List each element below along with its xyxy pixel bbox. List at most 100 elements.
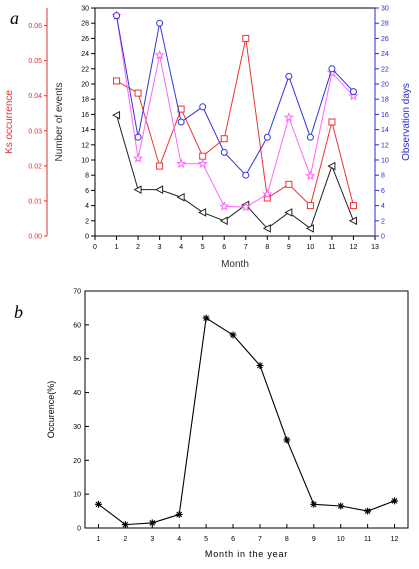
x-axis-title-b: Month in the year (205, 549, 288, 559)
events-tick-label: 0 (85, 234, 89, 241)
data-point-triangle-left (111, 110, 121, 120)
data-point-occurrence (391, 497, 399, 505)
obs-tick-label: 30 (381, 6, 389, 13)
events-tick-label: 14 (81, 127, 89, 134)
series-line-star (116, 15, 354, 208)
obs-tick-label: 2 (381, 218, 385, 225)
events-tick-label: 28 (81, 21, 89, 28)
plot-area-b (84, 290, 409, 529)
events-tick-label: 24 (81, 51, 89, 58)
obs-tick-label: 18 (381, 97, 389, 104)
x-tick-label-b: 8 (285, 536, 289, 543)
y-tick-label-b: 40 (73, 390, 81, 397)
data-point-triangle-left (327, 161, 336, 171)
data-point-square (328, 118, 336, 126)
data-point-star (176, 158, 187, 169)
data-point-triangle-left (348, 216, 357, 226)
series-line-occurrence (98, 317, 395, 526)
obs-tick-label: 10 (381, 158, 389, 165)
x-tick-label-a: 13 (371, 244, 379, 251)
data-point-circle (199, 103, 207, 111)
y-tick-label-b: 10 (73, 492, 81, 499)
data-point-square (349, 202, 357, 210)
obs-axis-title: Observation days (401, 83, 412, 161)
y-tick-label-b: 50 (73, 356, 81, 363)
series-line-circle (116, 15, 354, 177)
data-point-star (305, 170, 316, 181)
data-point-circle (220, 148, 228, 156)
data-point-occurrence (310, 500, 318, 508)
x-tick-label-b: 6 (231, 536, 235, 543)
data-point-triangle-left (176, 192, 185, 202)
events-tick-label: 10 (81, 158, 89, 165)
data-point-occurrence (148, 519, 156, 527)
obs-tick-label: 12 (381, 142, 389, 149)
data-point-triangle-left (198, 208, 207, 217)
panel-b-letter: b (14, 302, 23, 322)
data-point-occurrence (175, 510, 183, 518)
data-point-star (348, 90, 359, 101)
data-point-square (220, 135, 228, 143)
obs-tick-label: 4 (381, 203, 385, 210)
x-tick-label-a: 1 (115, 244, 119, 251)
x-tick-label-a: 12 (350, 244, 358, 251)
ks-tick-label: 0.03 (28, 128, 42, 135)
series-line-triangle-left (116, 115, 354, 230)
ks-tick-label: 0.00 (28, 234, 42, 241)
events-tick-label: 16 (81, 112, 89, 119)
x-tick-label-a: 3 (158, 244, 162, 251)
data-point-circle (263, 133, 271, 141)
data-point-star (132, 153, 144, 163)
events-tick-label: 2 (85, 218, 89, 225)
x-tick-label-b: 2 (123, 536, 127, 543)
x-tick-label-b: 9 (312, 536, 316, 543)
events-tick-label: 4 (85, 203, 89, 210)
data-point-circle (177, 118, 185, 126)
y-tick-label-b: 20 (73, 458, 81, 465)
data-point-star (283, 112, 294, 122)
events-tick-label: 18 (81, 97, 89, 104)
obs-tick-label: 20 (381, 82, 389, 89)
x-tick-label-a: 6 (222, 244, 226, 251)
data-point-occurrence (202, 314, 210, 322)
ks-tick-label: 0.02 (28, 163, 42, 170)
events-tick-label: 8 (85, 173, 89, 180)
x-tick-label-b: 7 (258, 536, 262, 543)
ks-tick-label: 0.01 (28, 198, 42, 205)
x-tick-label-a: 8 (265, 244, 269, 251)
data-point-occurrence (283, 436, 291, 444)
data-point-circle (306, 133, 314, 141)
obs-tick-label: 28 (381, 21, 389, 28)
data-point-square (242, 34, 250, 42)
data-point-circle (349, 88, 357, 96)
events-tick-label: 6 (85, 188, 89, 195)
events-tick-label: 26 (81, 36, 89, 43)
data-point-circle (156, 19, 164, 27)
data-point-square (285, 180, 293, 188)
x-tick-label-a: 2 (136, 244, 140, 251)
y-axis-title-b: Occurence(%) (46, 381, 56, 439)
x-tick-label-a: 10 (306, 244, 314, 251)
data-point-star (219, 200, 230, 211)
obs-tick-label: 8 (381, 173, 385, 180)
data-point-square (199, 152, 207, 160)
events-tick-label: 30 (81, 6, 89, 13)
x-tick-label-b: 5 (204, 536, 208, 543)
obs-tick-label: 26 (381, 36, 389, 43)
x-tick-label-b: 1 (97, 536, 101, 543)
x-tick-label-a: 9 (287, 244, 291, 251)
x-tick-label-b: 12 (391, 536, 399, 543)
panel-a-letter: a (10, 8, 19, 28)
events-axis-title: Number of events (54, 83, 65, 162)
data-point-occurrence (256, 361, 264, 369)
ks-tick-label: 0.05 (28, 58, 42, 65)
x-tick-label-b: 4 (177, 536, 181, 543)
data-point-star (262, 188, 273, 199)
series-line-square (116, 38, 354, 207)
events-tick-label: 20 (81, 82, 89, 89)
obs-tick-label: 24 (381, 51, 389, 58)
data-point-triangle-left (155, 185, 164, 194)
ks-tick-label: 0.06 (28, 23, 42, 30)
